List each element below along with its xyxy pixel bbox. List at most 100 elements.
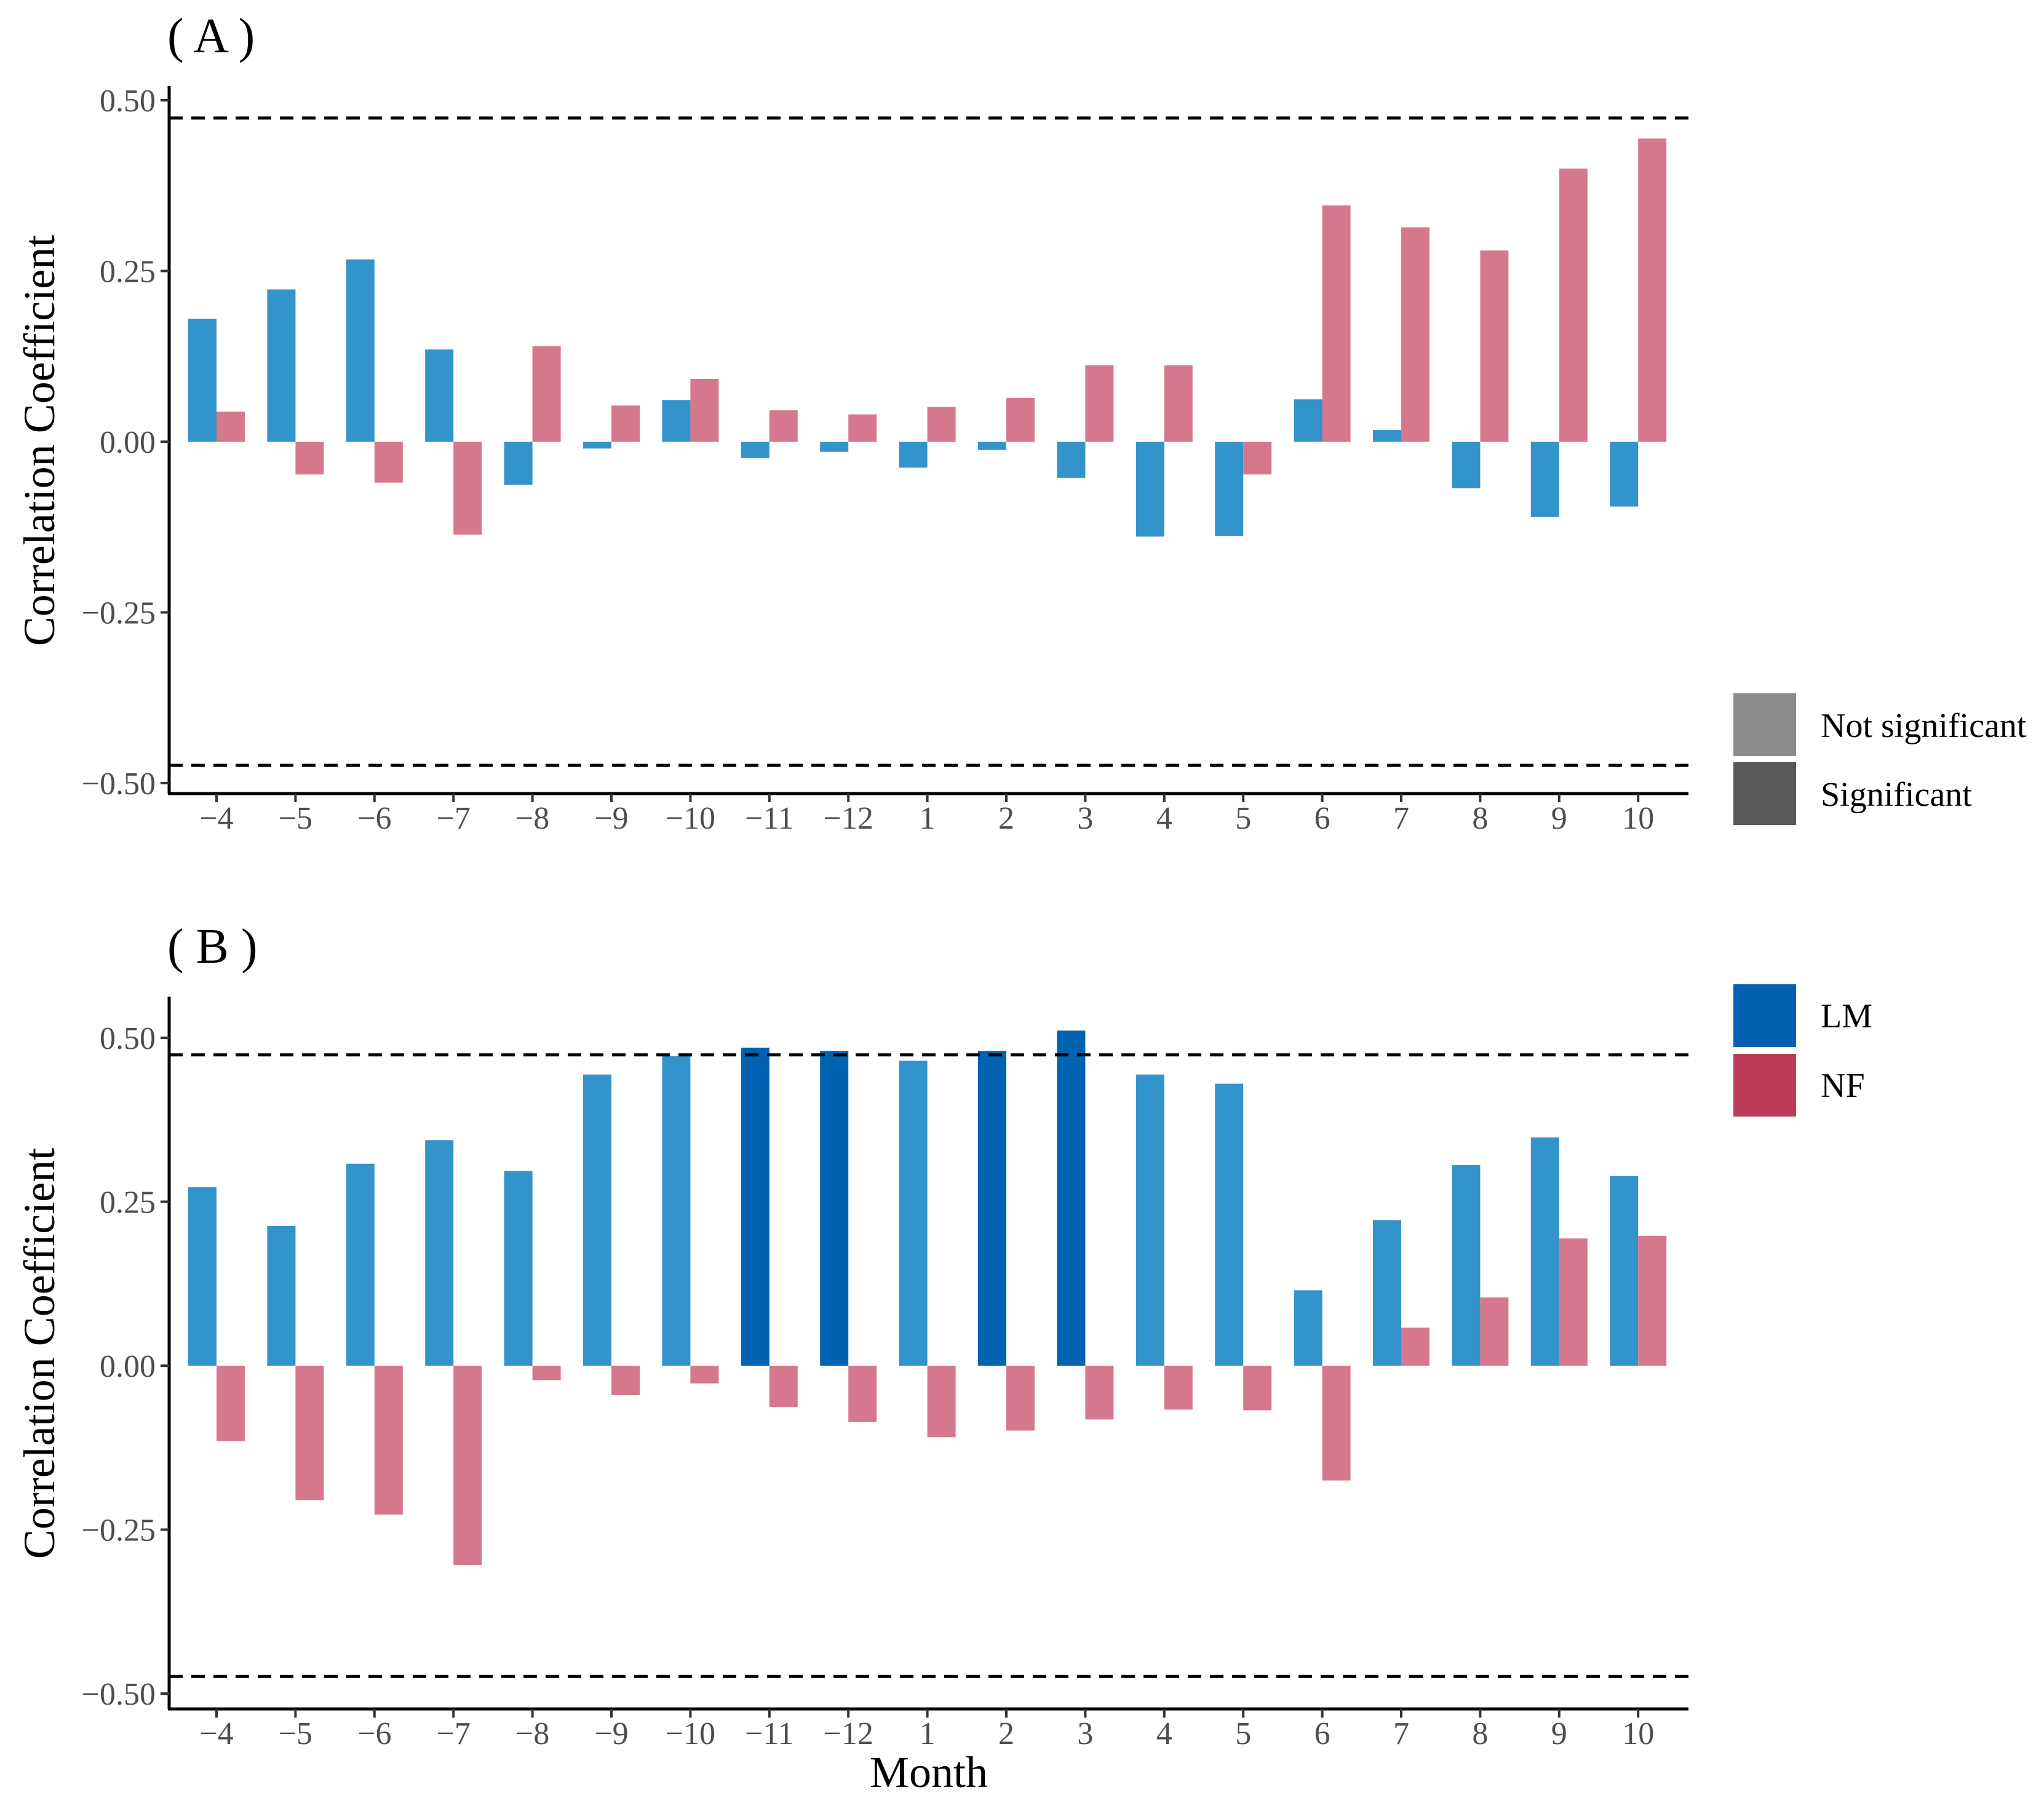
panel-a-bar-nf-15 [1322,205,1351,442]
panel-b-x-tick-label-11: 2 [998,1716,1014,1751]
panel-b-bar-nf-8 [769,1366,798,1408]
panel-a-y-tick-label-3: 0.00 [100,425,156,460]
panel-b-y-tick-label-2: −0.25 [82,1513,156,1548]
group-legend: LM NF [1733,984,1872,1117]
panel-b-bar-lm-15 [1294,1290,1322,1366]
panel-b-bar-nf-7 [690,1366,719,1384]
panel-b-bar-lm-10 [899,1061,928,1366]
panel-a-x-tick-label-15: 6 [1314,801,1330,836]
panel-b-x-tick-label-17: 8 [1472,1716,1488,1751]
panel-a-x-tick-label-6: −9 [594,801,628,836]
panel-b-bar-lm-12 [1057,1030,1086,1366]
panel-b-bar-nf-14 [1243,1366,1272,1411]
panel-b-x-tick-label-12: 3 [1077,1716,1093,1751]
panel-a-bar-nf-3 [374,442,403,483]
panel-b-x-tick-label-10: 1 [920,1716,936,1751]
panel-b-bar-nf-19 [1638,1235,1667,1366]
panel-a-y-tick-label-2: −0.25 [82,596,156,631]
panel-a-bar-lm-7 [662,400,691,442]
panel-a-threshold-lines [169,116,1688,767]
panel-a-bar-lm-12 [1057,442,1086,478]
panel-b-bar-lm-17 [1452,1165,1481,1366]
panel-a-bar-nf-12 [1085,365,1114,442]
panel-b-bar-nf-17 [1480,1297,1509,1366]
panel-b-bar-lm-16 [1373,1220,1401,1366]
panel-b-x-tick-label-1: −4 [199,1716,233,1751]
panel-a-bar-lm-13 [1135,442,1164,537]
panel-b-bar-nf-4 [453,1366,482,1566]
panel-a-x-tick-label-1: −4 [199,801,233,836]
panel-a: ( A ) Correlation Coefficient −0.50 −0.25… [15,9,1688,836]
panel-a-label: ( A ) [167,9,255,63]
panel-b-bar-nf-10 [927,1366,956,1438]
panel-a-bars [188,138,1667,537]
legend-swatch-lm [1733,984,1796,1047]
panel-a-x-tick-label-13: 4 [1156,801,1172,836]
panel-a-bar-nf-19 [1638,138,1667,442]
panel-a-x-tick-label-7: −10 [666,801,715,836]
panel-a-bar-lm-2 [267,289,296,442]
panel-b-bar-nf-9 [848,1366,877,1422]
panel-b-x-tick-label-15: 6 [1314,1716,1330,1751]
panel-b-y-tick-label-4: 0.25 [100,1185,156,1221]
panel-b-x-tick-label-19: 10 [1622,1716,1654,1751]
panel-b-bar-nf-5 [532,1366,561,1380]
panel-b-x-tick-label-7: −10 [666,1716,715,1751]
panel-b-bar-lm-5 [504,1171,533,1366]
panel-a-x-tick-label-10: 1 [920,801,936,836]
legend-swatch-nf [1733,1054,1796,1117]
panel-a-bar-nf-6 [611,405,640,442]
panel-a-bar-nf-5 [532,346,561,442]
panel-b-bar-lm-11 [978,1051,1006,1366]
panel-a-bar-lm-3 [346,259,375,442]
panel-b-bar-lm-18 [1530,1137,1559,1366]
panel-a-y-tick-label-5: 0.50 [100,84,156,119]
panel-a-bar-lm-16 [1373,430,1401,442]
panel-a-bar-lm-1 [188,319,217,442]
panel-a-x-tick-label-11: 2 [998,801,1014,836]
panel-b-x-tick-label-5: −8 [515,1716,549,1751]
panel-b-bar-nf-3 [374,1366,403,1515]
panel-b-bar-lm-9 [820,1051,849,1366]
panel-b-y-tick-label-3: 0.00 [100,1349,156,1384]
panel-a-bar-nf-18 [1559,169,1588,442]
panel-b-x-tick-label-9: −12 [824,1716,873,1751]
panel-a-bar-nf-2 [295,442,324,475]
panel-b-threshold-lines [169,1053,1688,1678]
panel-b: ( B ) Correlation Coefficient −0.50 −0.25… [15,920,1688,1797]
panel-a-x-tick-label-18: 9 [1551,801,1567,836]
panel-b-y-tick-label-5: 0.50 [100,1021,156,1056]
panel-a-x-tick-label-2: −5 [279,801,312,836]
panel-a-axes: −0.50 −0.25 0.00 0.25 0.50 −4 −5 −6 −7 −8 −9 −10 −11… [82,84,1688,836]
panel-b-bar-nf-16 [1401,1328,1430,1366]
panel-a-bar-lm-6 [583,442,611,449]
panel-b-x-tick-label-6: −9 [594,1716,628,1751]
panel-a-bar-nf-14 [1243,442,1272,475]
panel-a-bar-nf-8 [769,410,798,442]
panel-a-bar-lm-4 [425,349,454,442]
panel-a-y-axis-title: Correlation Coefficient [15,235,64,646]
panel-b-x-tick-label-8: −11 [745,1716,793,1751]
panel-a-bar-nf-11 [1006,398,1035,442]
panel-a-bar-nf-16 [1401,227,1430,442]
panel-a-y-tick-label-4: 0.25 [100,255,156,290]
panel-a-bar-nf-13 [1164,365,1193,442]
legend-swatch-significant [1733,762,1796,825]
panel-b-bar-lm-8 [741,1048,769,1366]
panel-a-x-tick-label-4: −7 [437,801,471,836]
panel-b-bar-lm-19 [1610,1176,1639,1366]
legend-label-lm: LM [1821,997,1872,1035]
panel-b-x-tick-label-4: −7 [437,1716,471,1751]
panel-b-bar-lm-2 [267,1225,296,1366]
panel-a-bar-lm-8 [741,442,769,458]
panel-b-bars [188,1030,1667,1566]
panel-a-bar-lm-17 [1452,442,1481,488]
panel-a-bar-nf-7 [690,378,719,442]
panel-a-bar-lm-11 [978,442,1006,450]
panel-a-bar-lm-5 [504,442,533,485]
panel-b-axes: −0.50 −0.25 0.00 0.25 0.50 −4 −5 −6 −7 −8 −9 −10 −11… [82,997,1688,1751]
legend-label-not-significant: Not significant [1821,707,2027,745]
panel-b-bar-lm-1 [188,1187,217,1366]
panel-b-bar-nf-6 [611,1366,640,1395]
